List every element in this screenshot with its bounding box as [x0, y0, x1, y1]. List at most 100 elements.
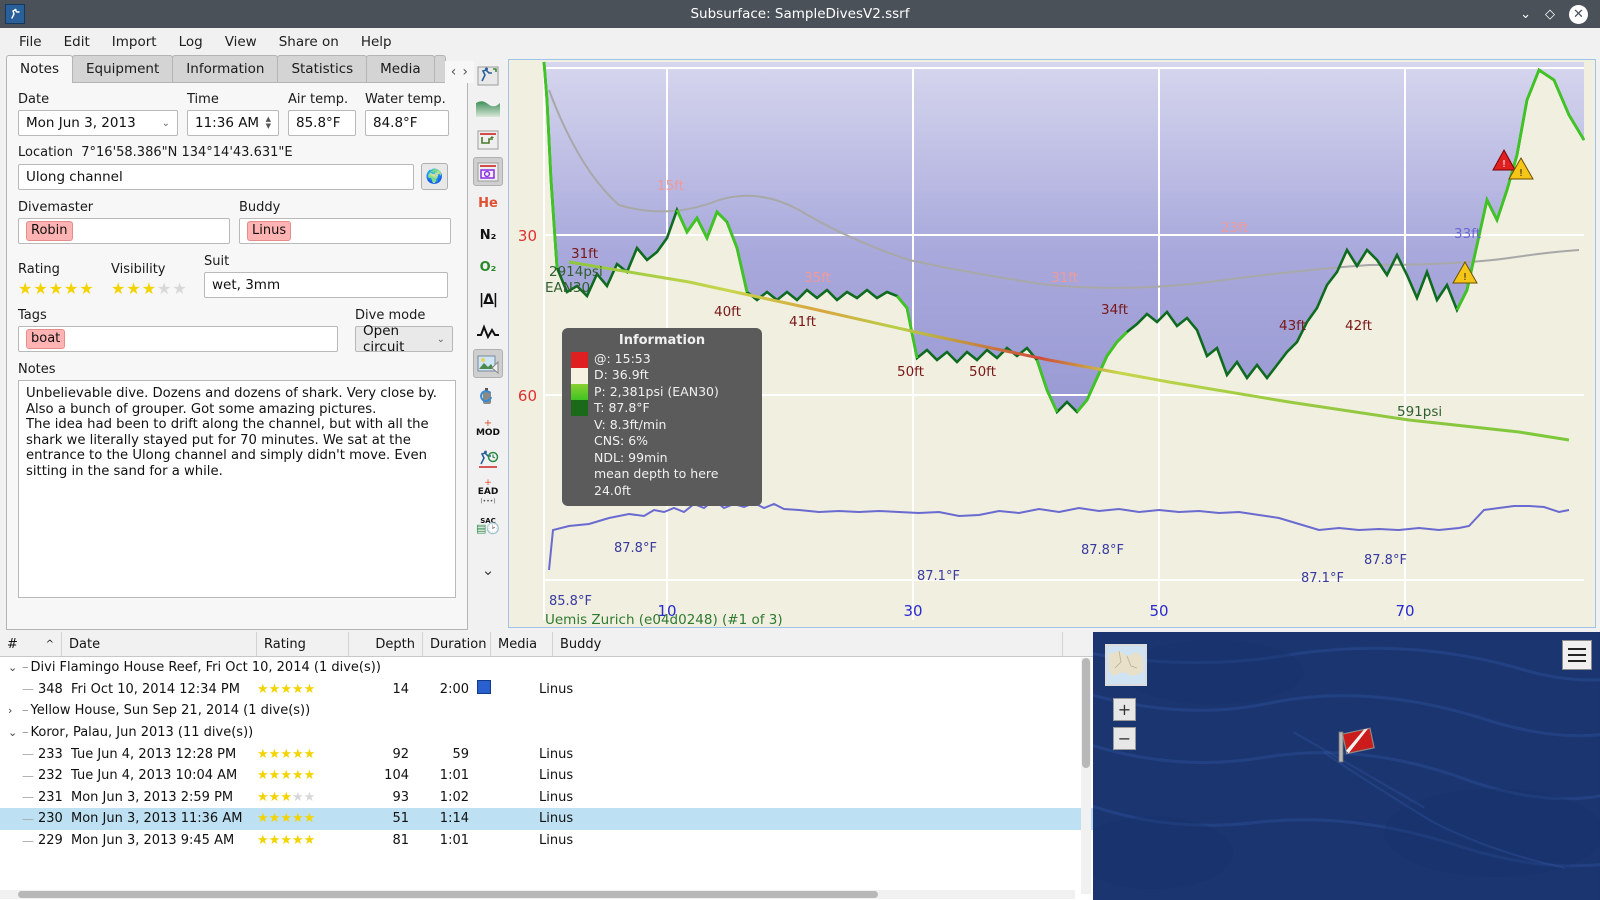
menu-import[interactable]: Import [111, 33, 157, 50]
menu-edit[interactable]: Edit [63, 33, 90, 50]
star[interactable]: ★ [303, 789, 316, 805]
trip-twisty-icon[interactable]: ⌄ [8, 661, 18, 675]
yellow-warning-triangle[interactable]: ! [1452, 260, 1478, 284]
buddy-input[interactable]: Linus [239, 218, 451, 244]
column-header-depth[interactable]: Depth [349, 632, 423, 656]
notes-textarea[interactable]: Unbelievable dive. Dozens and dozens of … [18, 380, 456, 598]
tab-scroll-right-icon[interactable]: › [462, 64, 468, 80]
map-panel[interactable]: + − [1093, 632, 1600, 900]
star[interactable]: ★ [280, 746, 292, 762]
star[interactable]: ★ [257, 811, 269, 827]
ead-icon[interactable]: + EAD (•••) [477, 478, 499, 506]
trip-twisty-icon[interactable]: › [8, 704, 13, 718]
table-row[interactable]: —230 Mon Jun 3, 2013 11:36 AM ★★★★★ 51 1:14 L… [0, 808, 1093, 830]
star[interactable]: ★ [280, 789, 292, 805]
star[interactable]: ★ [291, 789, 304, 805]
hamburger-menu-icon[interactable] [1562, 640, 1592, 670]
red-warning-triangle[interactable]: ! [1492, 148, 1516, 171]
table-row[interactable]: —229 Mon Jun 3, 2013 9:45 AM ★★★★★ 81 1:01 Li… [0, 830, 1093, 852]
star[interactable]: ★ [280, 681, 292, 697]
table-row[interactable]: —233 Tue Jun 4, 2013 12:28 PM ★★★★★ 92 59 Lin… [0, 743, 1093, 765]
star[interactable]: ★ [291, 681, 304, 697]
map-zoom-out-button[interactable]: − [1113, 727, 1136, 750]
dc-ceiling-icon[interactable] [473, 93, 503, 122]
star[interactable]: ★ [303, 833, 316, 849]
star[interactable]: ★ [257, 789, 269, 805]
water-temp-input[interactable]: 84.8°F [365, 110, 449, 136]
star[interactable]: ★ [257, 833, 269, 849]
tab-media[interactable]: Media [366, 55, 435, 83]
star[interactable]: ★ [64, 279, 80, 298]
heartrate-icon[interactable] [473, 317, 503, 346]
o2-graph-icon[interactable]: O₂ [479, 260, 497, 275]
suit-input[interactable]: wet, 3mm [204, 272, 448, 298]
star[interactable]: ★ [257, 746, 269, 762]
photos-icon[interactable] [473, 349, 503, 378]
star[interactable]: ★ [268, 811, 281, 827]
star[interactable]: ★ [303, 811, 316, 827]
sac-icon[interactable]: SAC ▤🕑 [475, 516, 501, 535]
star[interactable]: ★ [111, 279, 127, 298]
star[interactable]: ★ [268, 789, 281, 805]
gradient-factor-icon[interactable]: |Δ| [478, 291, 498, 308]
table-row[interactable]: —231 Mon Jun 3, 2013 2:59 PM ★★★★★ 93 1:02 Li… [0, 787, 1093, 809]
visibility-stars[interactable]: ★★★★★ [111, 280, 195, 298]
star[interactable]: ★ [268, 768, 281, 784]
ruler-icon[interactable] [473, 445, 503, 474]
maximize-button[interactable]: ◇ [1545, 6, 1555, 22]
star[interactable]: ★ [280, 811, 292, 827]
spinner-icon[interactable]: ▲ ▼ [265, 115, 271, 130]
star[interactable]: ★ [48, 279, 65, 298]
column-header-media[interactable]: Media [491, 632, 553, 656]
dive-list-vscrollbar[interactable] [1081, 658, 1091, 894]
air-temp-input[interactable]: 85.8°F [288, 110, 356, 136]
column-header-number[interactable]: # ^ [0, 632, 62, 656]
column-header-rating[interactable]: Rating [257, 632, 349, 656]
map-canvas[interactable] [1093, 632, 1600, 900]
column-header-buddy[interactable]: Buddy [553, 632, 1063, 656]
star[interactable]: ★ [18, 279, 34, 298]
calculated-ceiling-icon[interactable] [473, 125, 503, 154]
star[interactable]: ★ [79, 279, 95, 298]
trip-row[interactable]: › – Yellow House, Sun Sep 21, 2014 (1 dive… [0, 700, 1093, 722]
star[interactable]: ★ [257, 681, 269, 697]
star[interactable]: ★ [157, 279, 173, 298]
globe-icon[interactable]: 🌍 [421, 163, 448, 190]
menu-log[interactable]: Log [178, 33, 203, 50]
tab-scroll-left-icon[interactable]: ‹ [450, 64, 457, 80]
trip-row[interactable]: ⌄ – Koror, Palau, Jun 2013 (11 dive(s)) [0, 722, 1093, 744]
tank-bar-icon[interactable] [473, 381, 503, 410]
tab-statistics[interactable]: Statistics [277, 55, 368, 83]
trip-row[interactable]: ⌄ – Divi Flamingo House Reef, Fri Oct 10, … [0, 657, 1093, 679]
star[interactable]: ★ [291, 768, 304, 784]
menu-view[interactable]: View [224, 33, 257, 50]
rating-stars[interactable]: ★★★★★ [18, 280, 102, 298]
scroll-thumb[interactable] [1082, 658, 1090, 768]
tab-equipment[interactable]: Equipment [72, 55, 174, 83]
dive-list[interactable]: # ^ Date Rating Depth Duration Media Bud… [0, 632, 1093, 900]
tab-information[interactable]: Information [172, 55, 279, 83]
show-tooltip-icon[interactable] [473, 157, 503, 186]
star[interactable]: ★ [126, 279, 142, 298]
column-header-duration[interactable]: Duration [423, 632, 491, 656]
more-options-icon[interactable]: ⌄ [481, 560, 495, 579]
mod-icon[interactable]: + MOD [475, 417, 501, 438]
star[interactable]: ★ [268, 833, 281, 849]
yellow-warning-triangle[interactable]: ! [1508, 156, 1534, 180]
star[interactable]: ★ [268, 681, 281, 697]
map-zoom-in-button[interactable]: + [1113, 698, 1136, 721]
menu-share-on[interactable]: Share on [278, 33, 339, 50]
close-button[interactable]: ✕ [1569, 4, 1588, 24]
dive-mode-select[interactable]: Open circuit ⌄ [355, 323, 453, 355]
time-input[interactable]: 11:36 AM ▲ ▼ [187, 110, 279, 136]
media-icon[interactable] [477, 680, 491, 695]
menu-file[interactable]: File [19, 33, 42, 50]
scale-diver-icon[interactable] [473, 61, 503, 90]
scroll-thumb[interactable] [18, 891, 878, 898]
dive-profile-chart[interactable]: 30 60 31ft 2914psi EAN30 [508, 59, 1596, 628]
star[interactable]: ★ [172, 279, 188, 298]
minimize-button[interactable]: ⌄ [1520, 6, 1531, 22]
tags-input[interactable]: boat [18, 326, 338, 352]
star[interactable]: ★ [303, 768, 316, 784]
menu-help[interactable]: Help [360, 33, 392, 50]
